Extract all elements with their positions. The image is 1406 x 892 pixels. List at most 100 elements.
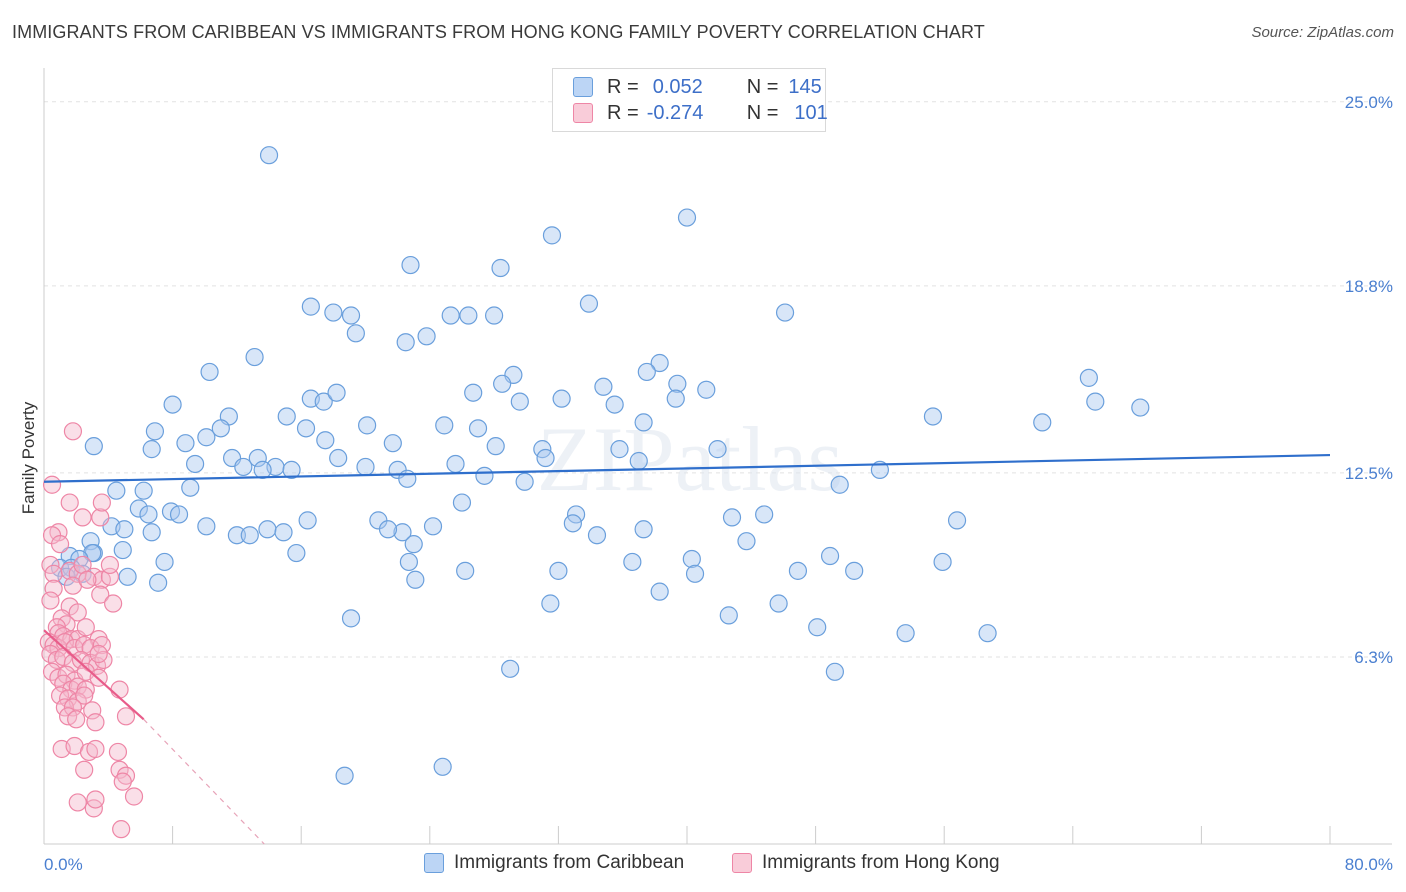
data-point	[541, 594, 560, 613]
y-tick-label: 12.5%	[1345, 464, 1393, 483]
data-point	[91, 508, 110, 527]
legend-item-hongkong: Immigrants from Hong Kong	[732, 852, 1000, 874]
data-point	[115, 520, 134, 539]
data-point	[176, 434, 195, 453]
data-point	[393, 523, 412, 542]
data-point	[383, 434, 402, 453]
legend-item-caribbean: Immigrants from Caribbean	[424, 852, 684, 874]
data-point	[91, 585, 110, 604]
data-point	[258, 520, 277, 539]
trend-line-caribbean	[43, 453, 1331, 483]
y-tick-label: 25.0%	[1345, 93, 1393, 112]
data-point	[245, 347, 264, 367]
data-point	[594, 377, 613, 396]
data-point	[820, 546, 840, 566]
data-point	[623, 552, 642, 572]
data-point	[637, 362, 656, 382]
data-point	[113, 540, 132, 560]
data-point	[142, 440, 161, 459]
chart-title: IMMIGRANTS FROM CARIBBEAN VS IMMIGRANTS …	[12, 22, 985, 42]
data-point	[75, 686, 94, 705]
data-point	[722, 508, 742, 527]
data-point	[86, 713, 105, 732]
data-point	[677, 208, 697, 227]
data-point	[634, 413, 653, 432]
data-point	[404, 535, 423, 554]
data-point	[129, 499, 148, 518]
data-point	[327, 383, 346, 402]
series-hongkong-points	[39, 422, 144, 839]
data-point	[830, 475, 849, 494]
data-point	[845, 561, 864, 580]
data-point	[60, 493, 79, 512]
data-point	[769, 594, 788, 613]
data-point	[314, 392, 333, 411]
data-point	[200, 362, 219, 382]
n-value: 145	[788, 75, 822, 98]
data-point	[316, 431, 335, 450]
data-point	[486, 437, 505, 456]
series-legend: Immigrants from Caribbean Immigrants fro…	[0, 852, 1406, 878]
data-point	[107, 481, 126, 500]
data-point	[417, 327, 436, 346]
data-point	[666, 389, 685, 408]
data-point	[923, 407, 943, 426]
data-point	[549, 561, 568, 580]
y-tick-labels: 6.3% 12.5% 18.8% 25.0%	[1345, 93, 1393, 667]
trend-line-hongkong-extension	[143, 718, 265, 845]
data-point	[149, 573, 168, 592]
data-point	[52, 609, 71, 628]
data-point	[78, 570, 97, 589]
swatch-hongkong	[732, 853, 752, 873]
data-point	[67, 710, 86, 729]
data-point	[708, 440, 727, 459]
data-point	[124, 787, 144, 806]
data-point	[441, 306, 460, 325]
data-point	[825, 662, 844, 681]
data-point	[211, 419, 230, 438]
data-point	[296, 419, 316, 438]
swatch-caribbean	[424, 853, 444, 873]
data-point	[542, 226, 562, 245]
data-point	[536, 448, 555, 468]
data-point	[605, 395, 624, 414]
data-point	[563, 514, 582, 533]
data-point	[240, 526, 259, 545]
data-point	[100, 555, 120, 575]
data-point	[933, 552, 952, 572]
data-point	[341, 609, 361, 628]
data-point	[253, 460, 272, 480]
data-point	[73, 508, 92, 527]
r-value: 0.052	[652, 75, 703, 98]
data-point	[896, 624, 915, 643]
data-point	[94, 650, 113, 670]
data-point	[685, 564, 705, 583]
trend-line-hongkong	[43, 629, 145, 721]
data-point	[68, 793, 87, 812]
data-point	[1131, 398, 1150, 417]
data-point	[63, 698, 83, 717]
data-point	[113, 772, 132, 791]
data-point	[139, 505, 158, 524]
data-point	[510, 392, 529, 411]
data-point	[356, 457, 375, 477]
x-tick-label: 0.0%	[44, 855, 83, 874]
data-point	[335, 766, 354, 785]
data-point	[485, 306, 504, 325]
data-point	[650, 353, 669, 373]
data-point	[287, 543, 306, 563]
n-label: N =	[746, 75, 779, 98]
data-point	[1033, 413, 1052, 432]
data-point	[406, 570, 425, 589]
x-tick-label: 80.0%	[1345, 855, 1393, 874]
y-tick-label: 6.3%	[1354, 648, 1393, 667]
data-point	[76, 618, 95, 637]
data-point	[493, 374, 512, 393]
data-point	[282, 460, 301, 480]
data-point	[459, 306, 478, 325]
data-point	[104, 594, 123, 613]
data-point	[358, 416, 377, 435]
data-point	[68, 603, 87, 622]
data-point	[870, 460, 890, 480]
data-point	[475, 466, 494, 485]
